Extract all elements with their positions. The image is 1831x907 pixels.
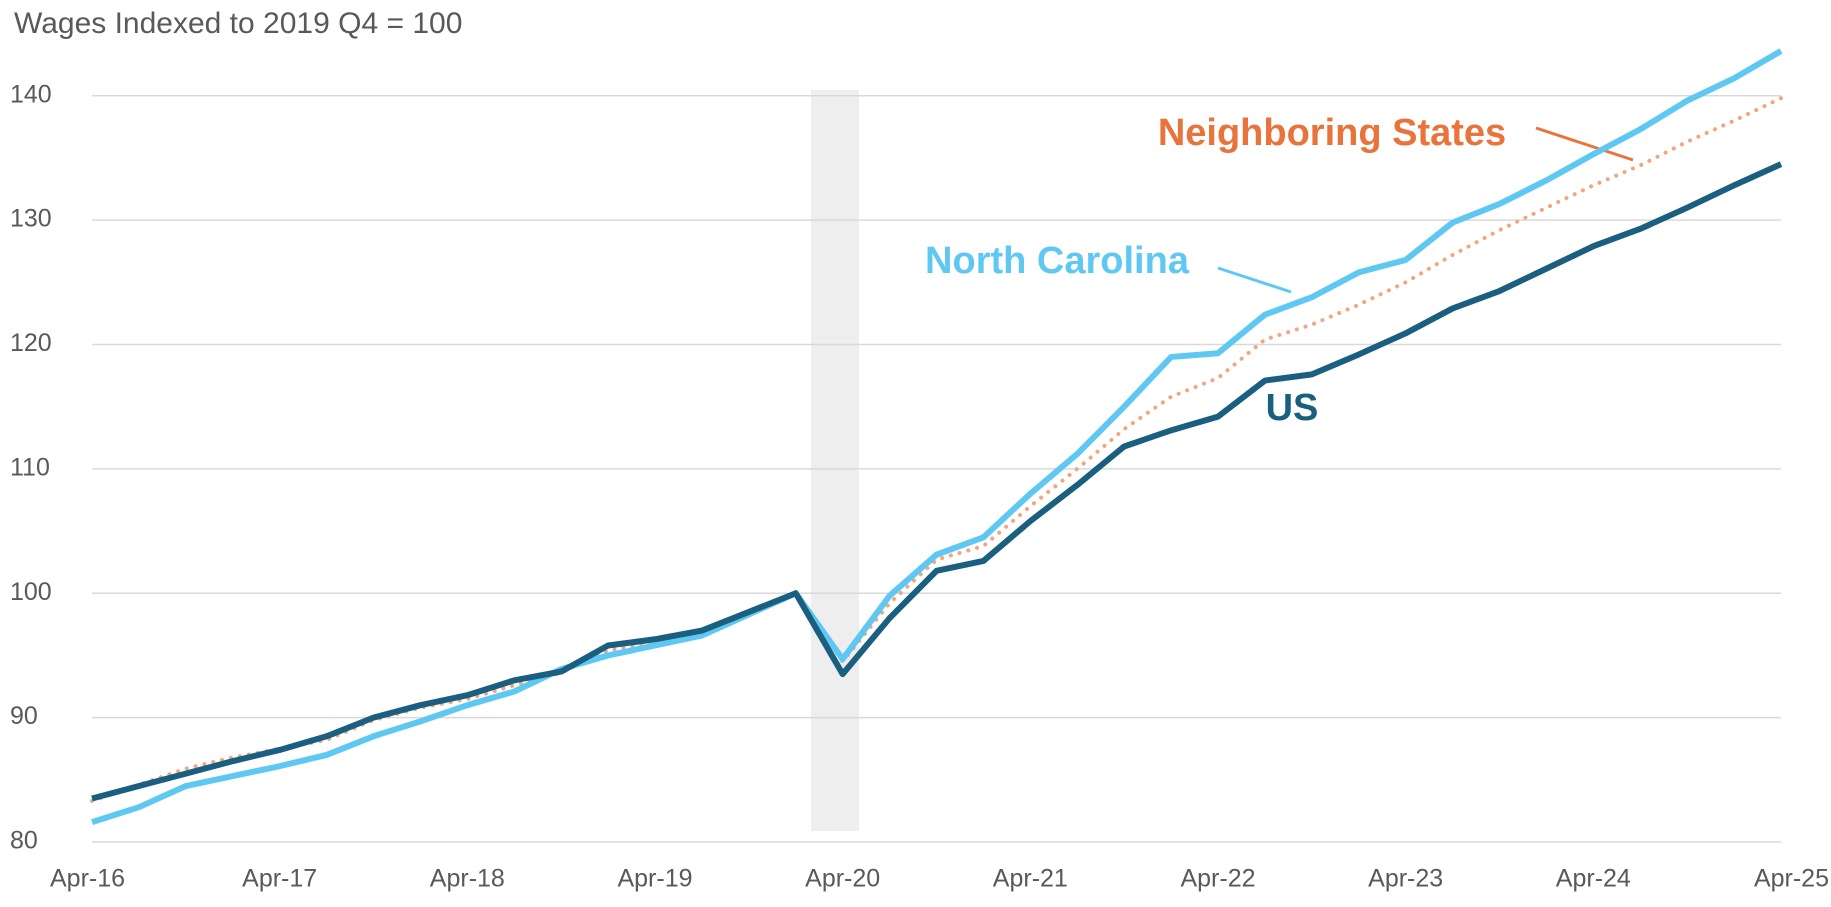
- y-tick-label: 110: [10, 453, 50, 481]
- x-tick-label: Apr-22: [1180, 865, 1255, 893]
- y-tick-label: 120: [10, 329, 52, 357]
- y-tick-label: 80: [10, 827, 38, 855]
- leader-line: [1217, 266, 1292, 294]
- series-line: [90, 96, 1783, 803]
- x-tick-label: Apr-18: [430, 865, 505, 893]
- y-tick-label: 90: [10, 702, 38, 730]
- x-tick-label: Apr-16: [50, 865, 125, 893]
- x-tick-label: Apr-25: [1754, 865, 1829, 893]
- x-tick-label: Apr-21: [993, 865, 1068, 893]
- leader-line: [1535, 126, 1634, 162]
- y-tick-label: 130: [10, 205, 52, 233]
- series-line: [91, 161, 1783, 802]
- y-tick-label: 140: [10, 80, 52, 108]
- recession-band: [811, 90, 859, 831]
- x-tick-label: Apr-24: [1556, 865, 1631, 893]
- series-label: North Carolina: [925, 240, 1190, 282]
- series-line: [91, 48, 1783, 825]
- x-tick-label: Apr-17: [242, 865, 317, 893]
- x-tick-label: Apr-23: [1368, 865, 1443, 893]
- y-tick-label: 100: [10, 578, 52, 606]
- x-tick-label: Apr-19: [617, 865, 692, 893]
- series-label: US: [1266, 387, 1319, 429]
- series-label: Neighboring States: [1158, 112, 1506, 154]
- chart-title: Wages Indexed to 2019 Q4 = 100: [14, 7, 462, 40]
- x-tick-label: Apr-20: [805, 865, 880, 893]
